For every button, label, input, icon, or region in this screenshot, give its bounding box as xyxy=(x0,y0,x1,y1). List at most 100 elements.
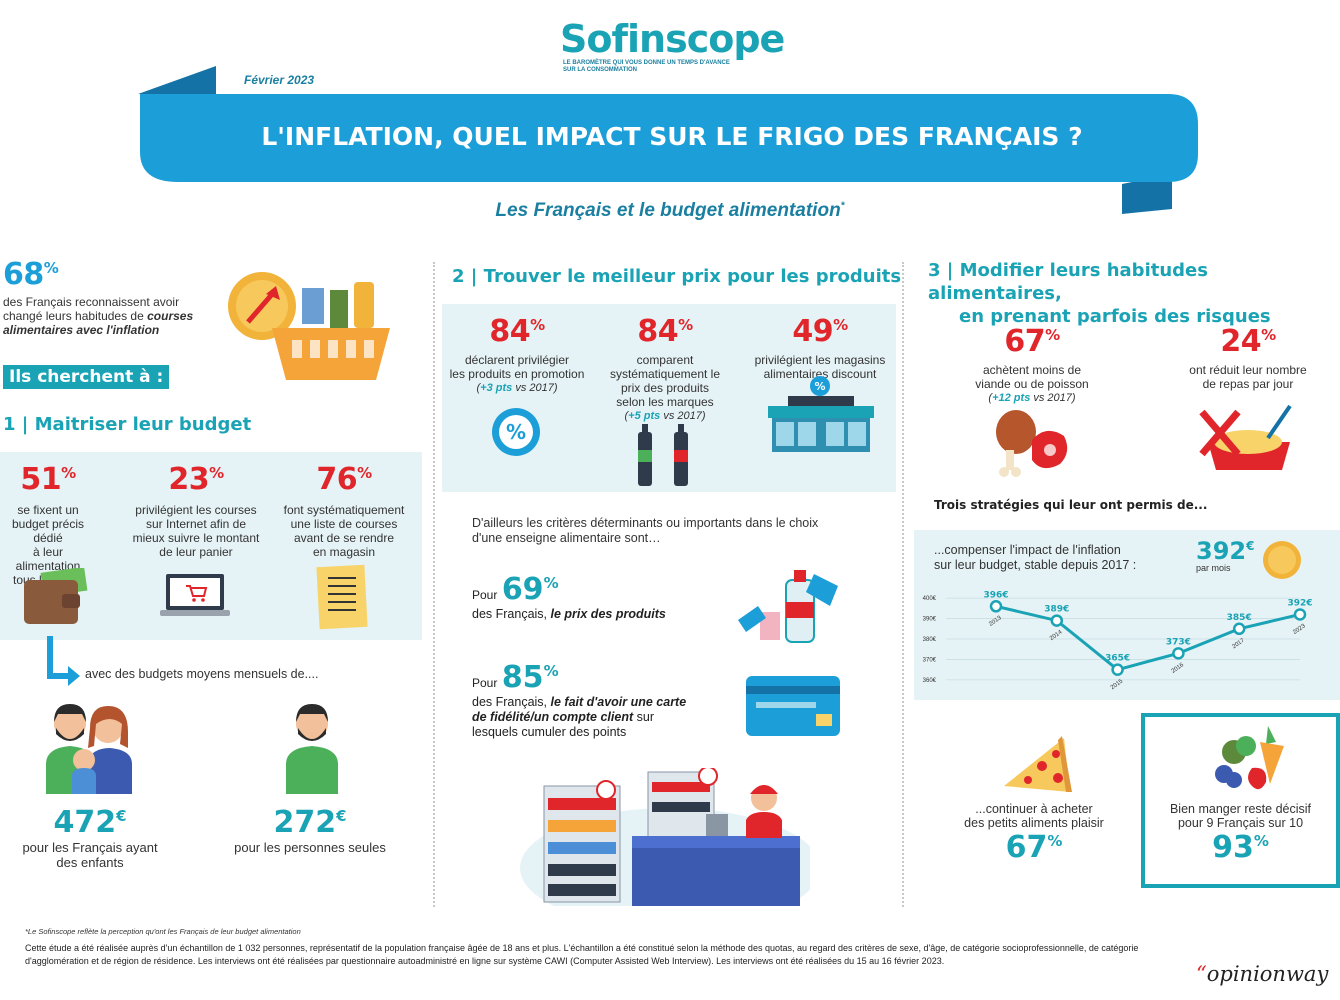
chart-x-tick-label: 2013 xyxy=(988,615,1003,628)
price-stat-trend: (+5 pts vs 2017) xyxy=(624,410,706,422)
study-note: Cette étude a été réalisée auprès d'un é… xyxy=(25,942,1325,968)
trend-suffix: vs 2017) xyxy=(1030,392,1076,404)
stat-line: une liste de courses xyxy=(290,517,398,531)
pleasure-line-1: ...continuer à acheter xyxy=(975,802,1093,816)
price-stat-line: prix des produits xyxy=(620,381,710,395)
stat-card: 23% privilégient les courses sur Interne… xyxy=(126,462,266,559)
title-ribbon xyxy=(138,66,1198,214)
stat-line: budget précis dédié xyxy=(11,517,85,545)
price-stat-value: 49 xyxy=(792,314,834,349)
chart-data-label: 389€ xyxy=(1044,605,1069,615)
supermarket-icon xyxy=(520,768,810,906)
criterion-loyalty-value-wrap: 85% xyxy=(502,660,559,695)
budget-family-unit: € xyxy=(116,807,127,825)
logo-tagline-2: SUR LA CONSOMMATION xyxy=(563,67,637,73)
section-3-number: 3 xyxy=(928,260,941,281)
criterion-loyalty-after: sur xyxy=(636,710,654,724)
price-stat-line: comparent xyxy=(636,353,694,367)
trend-suffix: vs 2017) xyxy=(512,382,558,394)
chart-y-tick-label: 360€ xyxy=(923,678,937,684)
pleasure-stat: ...continuer à acheter des petits alimen… xyxy=(944,802,1124,865)
brand-logo: Sofinscope LE BAROMÈTRE QUI VOUS DONNE U… xyxy=(560,17,785,74)
chart-data-label: 396€ xyxy=(983,590,1008,600)
section-3-line-1: Modifier leurs habitudes alimentaires, xyxy=(928,260,1208,304)
chart-highlight-value: 392 xyxy=(1196,537,1247,565)
stat-unit: % xyxy=(357,464,372,482)
chart-point xyxy=(1111,663,1124,676)
budget-single-value-wrap: 272€ xyxy=(220,805,400,840)
eat-well-value: 93 xyxy=(1212,830,1254,865)
criteria-intro: D'ailleurs les critères déterminants ou … xyxy=(472,516,818,546)
eat-well-stat: Bien manger reste décisif pour 9 Françai… xyxy=(1145,802,1336,865)
chart-highlight-per: par mois xyxy=(1196,563,1231,573)
price-stat-card: 84% comparent systématiquement le prix d… xyxy=(592,314,738,423)
stat-line: privilégient les courses xyxy=(135,503,257,517)
logo-text: Sofinscope xyxy=(560,17,785,61)
intro-line-1: des Français reconnaissent avoir xyxy=(3,295,180,309)
bottles-icon xyxy=(638,424,688,486)
stat-line: sur Internet afin de xyxy=(145,517,247,531)
study-line-2: d'agglomération et de région de résidenc… xyxy=(25,956,945,966)
chart-data-label: 385€ xyxy=(1227,613,1252,623)
stat-unit: % xyxy=(209,464,224,482)
chart-y-tick-label: 370€ xyxy=(923,657,937,663)
stat-line: à leur alimentation xyxy=(15,545,81,573)
budget-single-label: pour les personnes seules xyxy=(234,840,386,855)
arrow-icon xyxy=(47,636,80,686)
intro-stat-value: 68 xyxy=(3,257,44,292)
meat-icon xyxy=(996,410,1068,477)
no-meal-icon xyxy=(1199,404,1292,470)
criterion-loyalty-text: des Français, xyxy=(472,695,548,709)
stat-value: 23 xyxy=(168,462,210,497)
criterion-loyalty-unit: % xyxy=(543,662,559,680)
trend-pts: +3 pts xyxy=(480,382,513,394)
vegetables-icon xyxy=(1215,726,1284,790)
price-stat-line: déclarent privilégier xyxy=(464,353,570,367)
section-1-title: 1 | Maitriser leur budget xyxy=(3,414,252,435)
stat-card: 51% se fixent un budget précis dédié à l… xyxy=(0,462,96,587)
shopping-basket-icon xyxy=(228,272,390,380)
section-1-text: Maitriser leur budget xyxy=(34,414,252,435)
stat-line: avant de se rendre xyxy=(293,531,395,545)
criterion-price-value-wrap: 69% xyxy=(502,572,559,607)
budget-single-value: 272 xyxy=(273,805,337,840)
budget-single-unit: € xyxy=(336,807,347,825)
price-stat-value: 84 xyxy=(489,314,531,349)
opinionway-text: opinionway xyxy=(1206,962,1329,986)
family-icon xyxy=(46,704,132,794)
criterion-price-unit: % xyxy=(543,574,559,592)
criterion-loyalty: Pour 85% des Français, le fait d'avoir u… xyxy=(472,660,686,740)
stat-unit: % xyxy=(61,464,76,482)
section-3-title: 3 | Modifier leurs habitudes alimentaire… xyxy=(928,259,1340,328)
habit-stat-line: de repas par jour xyxy=(1202,377,1294,391)
stat-value-wrap: 51% xyxy=(0,462,96,497)
price-stat-line: selon les marques xyxy=(616,395,714,409)
budget-family-label-2: des enfants xyxy=(56,855,124,870)
study-line-1: Cette étude a été réalisée auprès d'un é… xyxy=(25,943,1139,953)
percent-badge-icon: % xyxy=(492,408,540,456)
criterion-loyalty-value: 85 xyxy=(501,660,544,695)
chart-text-2: sur leur budget, stable depuis 2017 : xyxy=(934,558,1137,572)
chart-data-label: 392€ xyxy=(1287,598,1312,608)
eat-well-box xyxy=(1141,713,1340,888)
section-2-text: Trouver le meilleur prix pour les produi… xyxy=(483,266,902,287)
criterion-loyalty-line-3: lesquels cumuler des points xyxy=(472,725,627,739)
stat-line: mieux suivre le montant xyxy=(132,531,260,545)
stat-value: 76 xyxy=(316,462,358,497)
criterion-price-bold: le prix des produits xyxy=(550,607,666,621)
budget-family-value-wrap: 472€ xyxy=(0,805,180,840)
habit-stat-meat: 67% achètent moins de viande ou de poiss… xyxy=(952,324,1112,405)
chart-x-tick-label: 2016 xyxy=(1171,662,1186,675)
chart-point xyxy=(1172,647,1185,660)
price-stat-line: alimentaires discount xyxy=(763,367,877,381)
chart-series-line xyxy=(995,604,1301,672)
eat-well-unit: % xyxy=(1253,832,1269,850)
page-title: L'INFLATION, QUEL IMPACT SUR LE FRIGO DE… xyxy=(261,122,1083,151)
habit-stat-line: viande ou de poisson xyxy=(975,377,1089,391)
column-separator-2 xyxy=(902,262,904,907)
intro-line-2: changé leurs habitudes de xyxy=(3,309,144,323)
trend-suffix: vs 2017) xyxy=(660,410,706,422)
habit-stat-unit: % xyxy=(1261,326,1276,344)
section-2-title: 2 | Trouver le meilleur prix pour les pr… xyxy=(452,266,902,287)
trend-pts: +12 pts xyxy=(992,392,1031,404)
